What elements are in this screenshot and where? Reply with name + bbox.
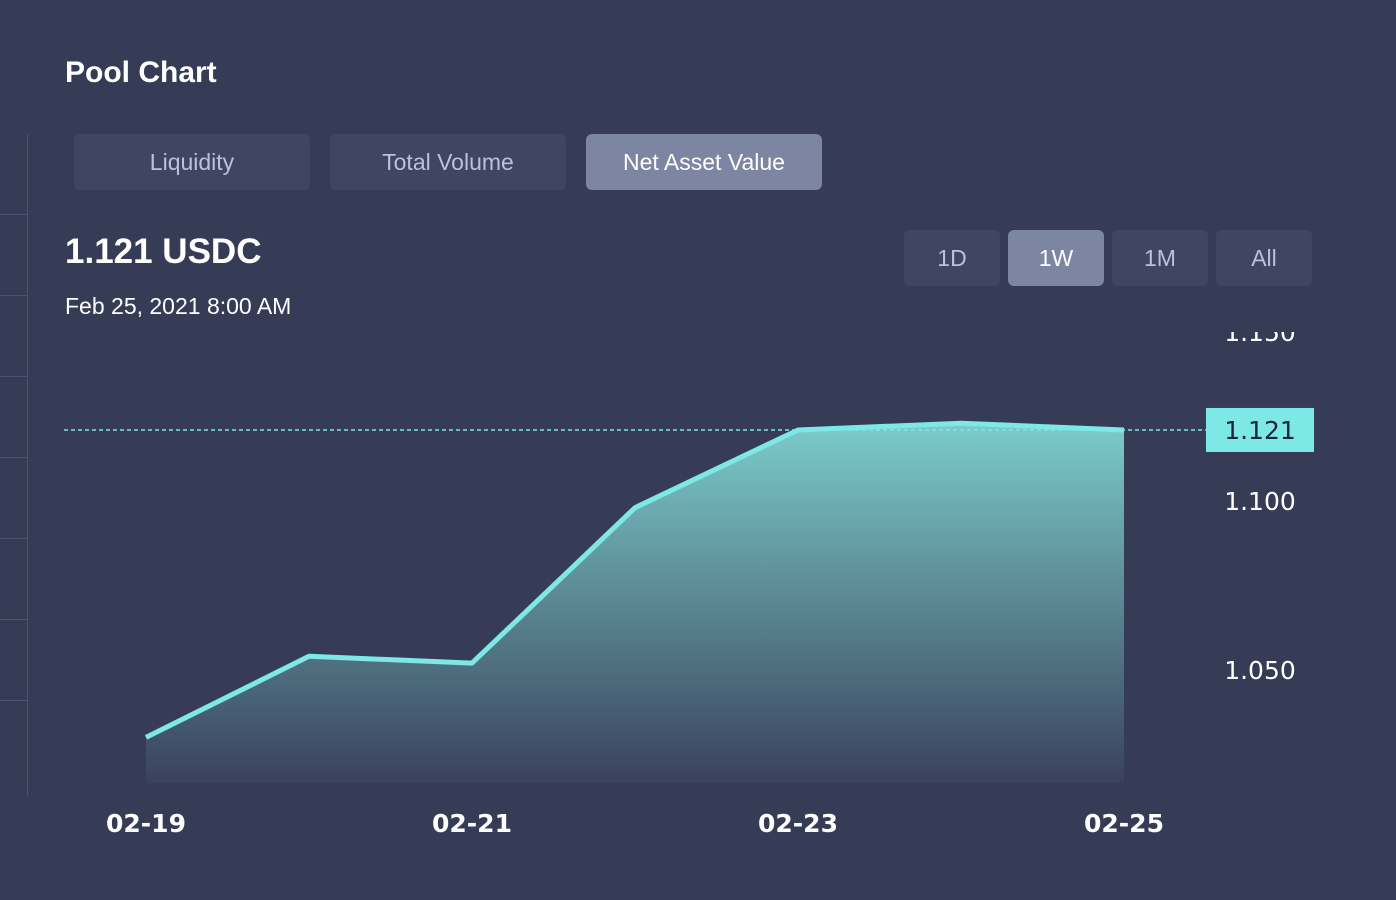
left-panel-cell (0, 134, 27, 215)
left-panel-edge (0, 134, 28, 796)
left-panel-cell (0, 458, 27, 539)
range-tab-1m[interactable]: 1M (1112, 230, 1208, 286)
page-title: Pool Chart (65, 56, 217, 89)
left-panel-cell (0, 620, 27, 701)
x-tick-label: 02-21 (432, 809, 512, 838)
nav-point (1122, 428, 1126, 432)
left-panel-cell (0, 377, 27, 458)
tab-total-volume[interactable]: Total Volume (330, 134, 566, 190)
metric-tabs: Liquidity Total Volume Net Asset Value (74, 134, 822, 190)
current-value: 1.121 USDC (65, 232, 262, 271)
nav-point (470, 661, 474, 665)
time-range-tabs: 1D 1W 1M All (904, 230, 1312, 286)
nav-line (144, 420, 1125, 740)
range-tab-1w[interactable]: 1W (1008, 230, 1104, 286)
x-tick-label: 02-23 (758, 809, 838, 838)
x-tick-label: 02-19 (106, 809, 186, 838)
current-date: Feb 25, 2021 8:00 AM (65, 293, 292, 319)
nav-point (796, 428, 800, 432)
y-tick-label: 1.050 (1224, 656, 1296, 685)
current-value-label-box (1206, 407, 1314, 452)
nav-point (144, 735, 148, 739)
range-tab-all[interactable]: All (1216, 230, 1312, 286)
left-panel-cell (0, 296, 27, 377)
left-panel-cell (0, 539, 27, 620)
tab-liquidity[interactable]: Liquidity (74, 134, 310, 190)
nav-point (959, 421, 963, 425)
range-tab-1d[interactable]: 1D (904, 230, 1000, 286)
nav-area-fill (146, 423, 1124, 783)
left-panel-cell (0, 215, 27, 296)
nav-point (633, 506, 637, 510)
x-tick-label: 02-25 (1084, 809, 1164, 838)
tab-net-asset-value[interactable]: Net Asset Value (586, 134, 822, 190)
y-tick-label: 1.100 (1224, 487, 1296, 516)
current-value-label: 1.121 (1224, 416, 1296, 445)
y-tick-label: 1.150 (1224, 318, 1296, 347)
nav-point (307, 654, 311, 658)
